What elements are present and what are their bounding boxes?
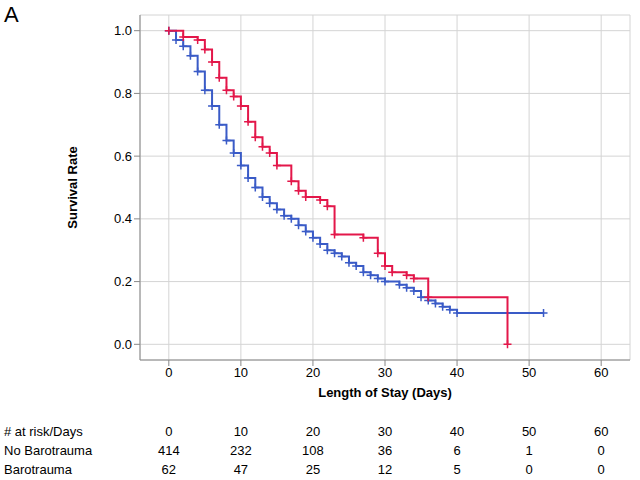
svg-text:0.8: 0.8 <box>114 86 132 101</box>
svg-text:50: 50 <box>522 365 536 380</box>
svg-text:0: 0 <box>165 424 172 439</box>
svg-text:30: 30 <box>378 365 392 380</box>
svg-text:25: 25 <box>306 462 320 477</box>
svg-text:1.0: 1.0 <box>114 23 132 38</box>
svg-text:A: A <box>8 2 19 27</box>
svg-text:40: 40 <box>450 365 464 380</box>
svg-text:Survival Rate: Survival Rate <box>65 146 80 228</box>
svg-text:0: 0 <box>165 365 172 380</box>
svg-text:0.6: 0.6 <box>114 149 132 164</box>
svg-text:0.2: 0.2 <box>114 274 132 289</box>
svg-text:30: 30 <box>378 424 392 439</box>
svg-text:36: 36 <box>378 443 392 458</box>
svg-text:20: 20 <box>306 365 320 380</box>
svg-text:0.4: 0.4 <box>114 211 132 226</box>
svg-text:0.0: 0.0 <box>114 337 132 352</box>
svg-text:12: 12 <box>378 462 392 477</box>
svg-text:10: 10 <box>234 365 248 380</box>
svg-text:10: 10 <box>234 424 248 439</box>
svg-text:1: 1 <box>526 443 533 458</box>
svg-text:47: 47 <box>234 462 248 477</box>
svg-text:50: 50 <box>522 424 536 439</box>
svg-text:40: 40 <box>450 424 464 439</box>
svg-text:62: 62 <box>162 462 176 477</box>
svg-text:No Barotrauma: No Barotrauma <box>8 443 93 458</box>
svg-text:0: 0 <box>526 462 533 477</box>
svg-text:20: 20 <box>306 424 320 439</box>
svg-text:Length of Stay (Days): Length of Stay (Days) <box>318 385 452 400</box>
svg-text:108: 108 <box>302 443 324 458</box>
svg-text:Barotrauma: Barotrauma <box>8 462 73 477</box>
svg-text:5: 5 <box>453 462 460 477</box>
svg-text:60: 60 <box>594 365 608 380</box>
svg-text:6: 6 <box>453 443 460 458</box>
svg-text:0: 0 <box>598 462 605 477</box>
svg-text:60: 60 <box>594 424 608 439</box>
svg-text:414: 414 <box>158 443 180 458</box>
svg-text:0: 0 <box>598 443 605 458</box>
svg-text:# at risk/Days: # at risk/Days <box>8 424 83 439</box>
svg-text:232: 232 <box>230 443 252 458</box>
